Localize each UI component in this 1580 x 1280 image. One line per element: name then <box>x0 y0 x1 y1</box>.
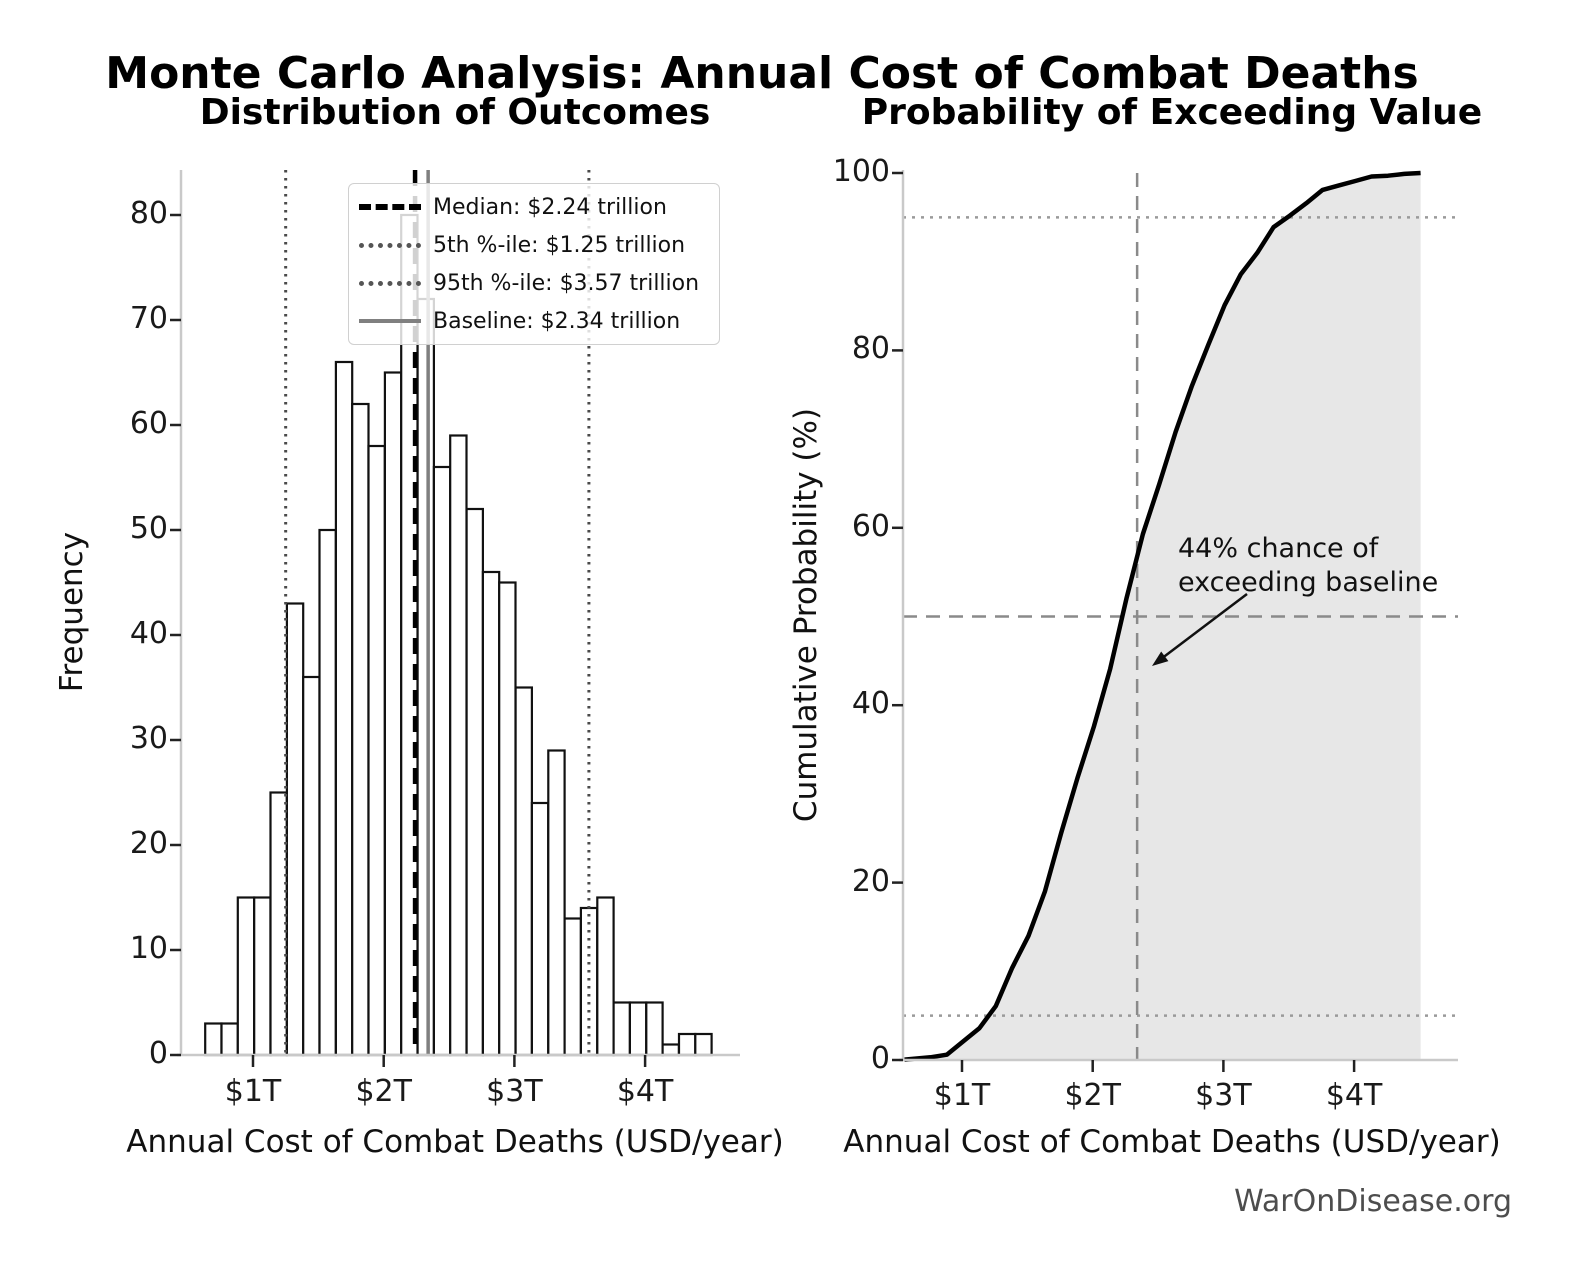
histogram-bar <box>628 1001 648 1057</box>
cdf-annotation: 44% chance of exceeding baseline <box>1178 532 1438 600</box>
watermark: WarOnDisease.org <box>1234 1184 1512 1219</box>
legend-row-baseline: Baseline: $2.34 trillion <box>359 303 709 339</box>
y-tick-label: 10 <box>129 931 168 966</box>
histogram-bar <box>514 686 533 1057</box>
y-tick-label: 0 <box>148 1036 168 1071</box>
histogram-bar <box>383 371 403 1057</box>
histogram-bar <box>596 896 615 1057</box>
histogram-bar <box>449 434 468 1057</box>
histogram-bar <box>547 749 566 1057</box>
histogram-bar <box>351 402 370 1057</box>
histogram-bar <box>416 297 436 1057</box>
x-tick-label: $3T <box>486 1074 543 1109</box>
x-tick-label: $1T <box>933 1078 991 1113</box>
cdf-annotation-line1: 44% chance of <box>1178 533 1379 564</box>
p5-line-swatch <box>359 242 421 248</box>
histogram-x-axis-label: Annual Cost of Combat Deaths (USD/year) <box>126 1124 784 1160</box>
histogram-bar <box>334 360 354 1057</box>
histogram-bar <box>661 1043 680 1057</box>
histogram-bar <box>677 1032 697 1057</box>
histogram-bar <box>204 1022 223 1057</box>
histogram-bar <box>302 675 321 1057</box>
histogram-bar <box>318 528 337 1057</box>
y-tick-label: 60 <box>851 508 890 544</box>
main-title: Monte Carlo Analysis: Annual Cost of Com… <box>105 48 1419 99</box>
histogram-bar <box>253 896 272 1057</box>
y-tick-label: 80 <box>129 196 168 231</box>
baseline-line-swatch <box>359 319 421 323</box>
y-tick-label: 60 <box>129 406 168 441</box>
y-tick-label: 30 <box>129 721 168 756</box>
legend-label-p5: 5th %-ile: $1.25 trillion <box>433 232 686 258</box>
y-tick-label: 50 <box>129 511 168 546</box>
x-tick-label: $3T <box>1195 1078 1252 1113</box>
x-tick-label: $4T <box>616 1074 674 1109</box>
legend-row-p5: 5th %-ile: $1.25 trillion <box>359 227 709 263</box>
histogram-bar <box>530 801 550 1057</box>
legend-row-median: Median: $2.24 trillion <box>359 189 709 225</box>
y-tick-label: 80 <box>851 331 890 367</box>
histogram-bar <box>236 896 256 1057</box>
median-line-swatch <box>359 204 421 210</box>
histogram-bar <box>498 581 517 1057</box>
y-tick-label: 0 <box>870 1041 890 1076</box>
histogram-bar <box>465 507 485 1057</box>
x-tick-label: $4T <box>1325 1078 1383 1113</box>
y-tick-label: 20 <box>851 863 890 899</box>
x-tick-label: $2T <box>355 1074 412 1109</box>
cdf-x-axis-label: Annual Cost of Combat Deaths (USD/year) <box>843 1124 1501 1160</box>
legend-label-p95: 95th %-ile: $3.57 trillion <box>433 270 700 296</box>
histogram-bar <box>432 465 452 1057</box>
legend: Median: $2.24 trillion 5th %-ile: $1.25 … <box>348 183 720 345</box>
histogram-bar <box>367 444 386 1057</box>
histogram-bar <box>481 570 501 1057</box>
legend-label-baseline: Baseline: $2.34 trillion <box>433 308 681 334</box>
legend-label-median: Median: $2.24 trillion <box>433 194 667 220</box>
cdf-curve <box>904 170 1421 1062</box>
histogram-bar <box>220 1022 239 1057</box>
histogram-bar <box>563 917 582 1057</box>
cdf-title: Probability of Exceeding Value <box>861 92 1483 133</box>
annotation-arrow <box>1160 593 1248 660</box>
y-tick-label: 100 <box>832 154 890 189</box>
histogram-bar <box>285 602 305 1057</box>
annotation-arrowhead <box>1152 651 1169 666</box>
cdf-annotation-line2: exceeding baseline <box>1178 567 1439 598</box>
histogram-bar <box>612 1001 631 1057</box>
y-tick-label: 20 <box>129 826 168 861</box>
legend-row-p95: 95th %-ile: $3.57 trillion <box>359 265 709 301</box>
y-tick-label: 40 <box>129 616 168 651</box>
x-tick-label: $1T <box>224 1074 282 1109</box>
p95-line-swatch <box>359 280 421 286</box>
x-tick-label: $2T <box>1064 1078 1121 1113</box>
histogram-bar <box>645 1001 664 1057</box>
y-tick-label: 40 <box>851 686 890 722</box>
histogram-bar <box>694 1032 713 1057</box>
histogram-title: Distribution of Outcomes <box>199 92 711 133</box>
y-tick-label: 70 <box>129 301 168 336</box>
